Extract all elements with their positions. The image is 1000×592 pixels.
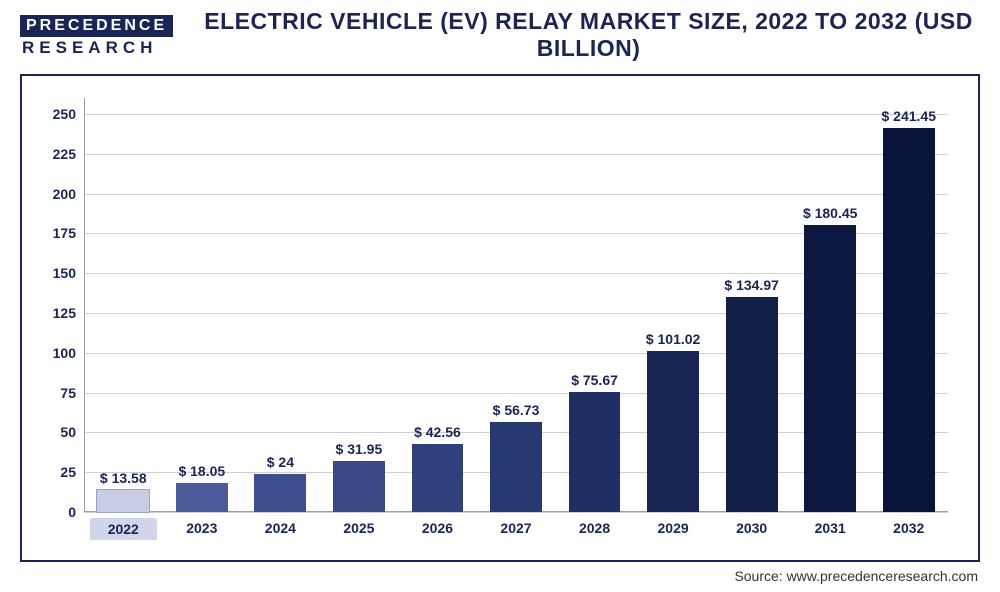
- bar-slot: $ 42.562026: [398, 98, 477, 512]
- bars-container: $ 13.582022$ 18.052023$ 242024$ 31.95202…: [84, 98, 948, 512]
- bar-value-label: $ 56.73: [493, 402, 540, 422]
- bar: $ 56.73: [490, 422, 542, 512]
- bar-value-label: $ 31.95: [336, 441, 383, 461]
- bar-value-label: $ 241.45: [881, 108, 936, 128]
- y-tick-label: 125: [53, 305, 84, 321]
- bar: $ 13.58: [97, 490, 149, 512]
- bar: $ 24: [254, 474, 306, 512]
- y-tick-label: 25: [60, 464, 84, 480]
- y-tick-label: 175: [53, 225, 84, 241]
- y-tick-label: 225: [53, 146, 84, 162]
- y-tick-label: 75: [60, 385, 84, 401]
- bar-value-label: $ 13.58: [100, 470, 147, 490]
- y-tick-label: 150: [53, 265, 84, 281]
- x-tick-label: 2032: [869, 512, 948, 536]
- y-tick-label: 200: [53, 186, 84, 202]
- bar: $ 31.95: [333, 461, 385, 512]
- x-tick-label: 2024: [241, 512, 320, 536]
- source-text: Source: www.precedenceresearch.com: [0, 562, 1000, 592]
- bar-value-label: $ 75.67: [571, 372, 618, 392]
- x-tick-label: 2025: [320, 512, 399, 536]
- y-tick-label: 100: [53, 345, 84, 361]
- x-tick-label: 2029: [634, 512, 713, 536]
- x-tick-label: 2023: [163, 512, 242, 536]
- chart-title: ELECTRIC VEHICLE (EV) RELAY MARKET SIZE,…: [197, 8, 980, 62]
- x-tick-label: 2022: [90, 518, 157, 540]
- bar-slot: $ 134.972030: [712, 98, 791, 512]
- bar: $ 18.05: [176, 483, 228, 512]
- bar: $ 134.97: [726, 297, 778, 512]
- y-tick-label: 250: [53, 106, 84, 122]
- bar-value-label: $ 42.56: [414, 424, 461, 444]
- plot: $ 13.582022$ 18.052023$ 242024$ 31.95202…: [84, 98, 948, 512]
- bar-slot: $ 18.052023: [163, 98, 242, 512]
- chart-area: $ 13.582022$ 18.052023$ 242024$ 31.95202…: [20, 74, 980, 562]
- x-tick-label: 2031: [791, 512, 870, 536]
- bar: $ 180.45: [804, 225, 856, 512]
- bar-value-label: $ 134.97: [724, 277, 779, 297]
- bar-value-label: $ 24: [267, 454, 294, 474]
- bar-slot: $ 241.452032: [869, 98, 948, 512]
- bar: $ 101.02: [647, 351, 699, 512]
- bar-slot: $ 180.452031: [791, 98, 870, 512]
- bar-slot: $ 75.672028: [555, 98, 634, 512]
- x-tick-label: 2028: [555, 512, 634, 536]
- y-tick-label: 50: [60, 424, 84, 440]
- bar-slot: $ 101.022029: [634, 98, 713, 512]
- x-tick-label: 2027: [477, 512, 556, 536]
- bar-slot: $ 13.582022: [84, 98, 163, 512]
- bar-slot: $ 242024: [241, 98, 320, 512]
- bar: $ 75.67: [569, 392, 621, 512]
- logo-bottom: RESEARCH: [20, 37, 173, 56]
- x-tick-label: 2026: [398, 512, 477, 536]
- y-tick-label: 0: [68, 504, 84, 520]
- bar-value-label: $ 18.05: [178, 463, 225, 483]
- bar: $ 42.56: [412, 444, 464, 512]
- bar-slot: $ 31.952025: [320, 98, 399, 512]
- logo: PRECEDENCE RESEARCH: [20, 15, 173, 56]
- bar-value-label: $ 101.02: [646, 331, 701, 351]
- bar: $ 241.45: [883, 128, 935, 512]
- bar-slot: $ 56.732027: [477, 98, 556, 512]
- bar-value-label: $ 180.45: [803, 205, 858, 225]
- logo-top: PRECEDENCE: [20, 15, 173, 37]
- header: PRECEDENCE RESEARCH ELECTRIC VEHICLE (EV…: [0, 0, 1000, 70]
- x-tick-label: 2030: [712, 512, 791, 536]
